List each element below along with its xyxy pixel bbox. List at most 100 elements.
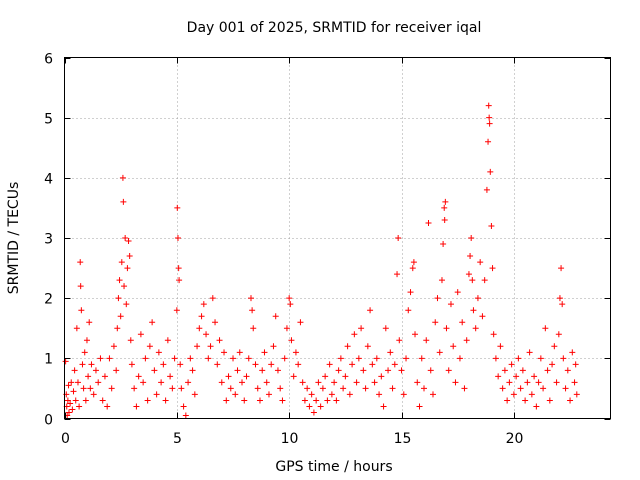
data-point [463,337,470,344]
data-point [146,343,153,350]
data-point [489,265,496,272]
data-point [149,319,156,326]
data-point [120,198,127,205]
data-point [274,367,281,374]
data-point [171,355,178,362]
data-point [355,355,362,362]
data-point [259,367,266,374]
data-point [470,307,477,314]
data-point [297,319,304,326]
data-point [225,373,232,380]
data-point [216,337,223,344]
data-point [88,361,95,368]
data-point [346,391,353,398]
data-point [559,301,566,308]
data-point [277,385,284,392]
data-point [122,235,129,241]
data-point [445,367,452,374]
data-point [279,397,286,404]
data-point [174,204,181,211]
data-point [438,277,445,284]
data-point [182,412,189,419]
data-point [443,325,450,332]
data-point [310,409,317,416]
data-point [164,337,171,344]
data-point [71,367,78,374]
data-point [106,355,113,362]
data-point [232,391,239,398]
data-point [74,379,81,386]
data-point [272,313,279,320]
data-point [450,343,457,350]
data-point [360,367,367,374]
data-point [376,391,383,398]
data-point [205,355,212,362]
data-point [207,343,214,350]
data-point [412,331,419,338]
data-point [62,358,69,365]
data-point [86,319,93,326]
data-point [465,271,472,278]
data-point [398,367,405,374]
data-point [371,379,378,386]
data-point [414,379,421,386]
data-point [140,379,147,386]
data-point [196,325,203,332]
data-point [115,295,122,302]
data-point [335,367,342,374]
data-point [540,385,547,392]
data-point [137,331,144,338]
data-point [322,373,329,380]
chart-title: Day 001 of 2025, SRMTID for receiver iqa… [187,20,482,36]
data-point [65,382,72,389]
data-point [353,379,360,386]
data-point [203,331,210,338]
data-point [468,235,475,241]
data-point [409,265,416,272]
data-point [77,283,84,290]
data-point [108,385,115,392]
data-point [72,397,79,404]
data-point [461,385,468,392]
data-point [344,343,351,350]
data-point [236,349,243,356]
data-point [479,313,486,320]
data-point [68,379,75,386]
data-point [423,337,430,344]
x-tick-label: 15 [394,431,412,447]
data-point [221,349,228,356]
data-point [481,277,488,284]
data-point [452,379,459,386]
data-point [299,379,306,386]
data-point [573,391,580,398]
data-point [391,361,398,368]
data-point [133,403,140,410]
data-point [456,355,463,362]
data-point [288,337,295,344]
y-tick-labels: 0 1 2 3 4 5 6 [44,52,53,429]
data-point [104,403,111,410]
data-point [501,367,508,374]
data-point [250,325,257,332]
data-point [80,385,87,392]
data-points [62,102,580,419]
data-point [110,343,117,350]
data-point [286,295,293,302]
data-point [508,361,515,368]
data-point [459,319,466,326]
data-point [328,391,335,398]
data-point [304,385,311,392]
data-point [517,385,524,392]
data-point [268,361,275,368]
x-tick-label: 10 [281,431,299,447]
data-point [315,379,322,386]
data-point [64,397,71,404]
data-point [69,406,76,413]
data-point [78,307,85,314]
data-point [151,367,158,374]
data-point [556,295,563,302]
data-point [308,391,315,398]
data-point [380,403,387,410]
x-tick-labels: 0 5 10 15 20 [61,431,523,447]
data-point [486,114,493,121]
